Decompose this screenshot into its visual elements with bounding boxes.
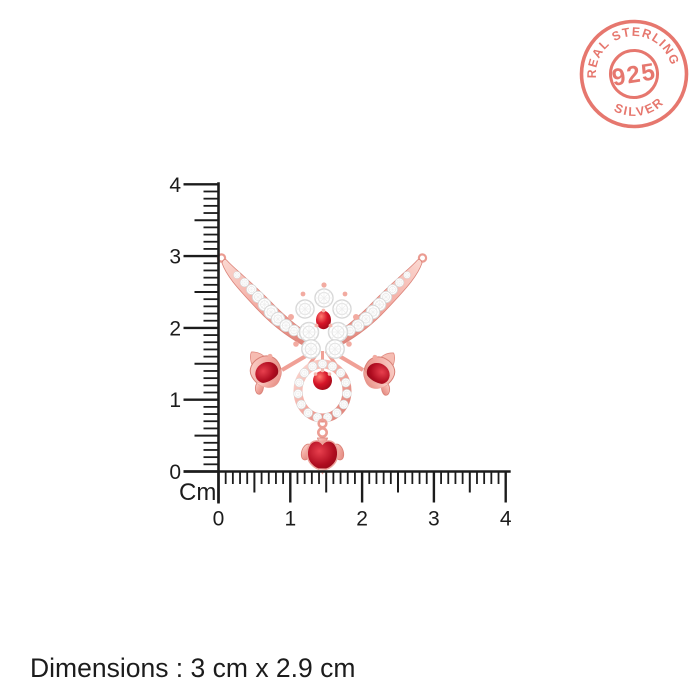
white-stone xyxy=(293,389,303,399)
wreath-red-stone xyxy=(313,371,332,390)
stone-wreath xyxy=(293,359,352,423)
h-ruler-label-3: 3 xyxy=(428,508,440,531)
right-chain-loop xyxy=(417,253,428,263)
v-ruler-label-1: 1 xyxy=(169,389,181,412)
white-stone xyxy=(303,408,313,418)
flower-red-stone xyxy=(316,310,331,330)
v-ruler-label-0: 0 xyxy=(169,461,181,484)
white-stone xyxy=(299,368,310,378)
white-stone xyxy=(332,408,342,418)
h-ruler-label-0: 0 xyxy=(213,508,225,531)
white-stone xyxy=(307,361,318,372)
stamp-inner-ring xyxy=(609,49,659,99)
v-ruler-label-4: 4 xyxy=(169,174,181,197)
v-ruler-label-3: 3 xyxy=(169,246,181,269)
pendant-left-arm xyxy=(216,253,311,346)
stamp-outer-ring xyxy=(579,19,689,129)
white-stone xyxy=(403,271,411,279)
tulip-drop xyxy=(300,418,345,475)
ruler-unit-label: Cm xyxy=(179,479,216,506)
centre-flower xyxy=(288,282,359,359)
white-stone xyxy=(317,359,328,369)
left-arm-stones xyxy=(233,271,307,340)
sterling-925-stamp: REAL STERLING SILVER 925 xyxy=(578,18,689,129)
white-stone xyxy=(233,271,241,279)
white-stone xyxy=(296,399,307,410)
drop-red-stone xyxy=(306,440,339,471)
pendant-right-arm xyxy=(333,253,428,346)
right-tulip xyxy=(363,352,396,396)
white-stone xyxy=(335,368,346,378)
white-stone xyxy=(394,277,405,288)
pendant-artwork xyxy=(216,253,428,475)
dimensions-caption: Dimensions : 3 cm x 2.9 cm xyxy=(30,653,355,683)
stamp-925-text: 925 xyxy=(610,58,658,92)
h-ruler-label-4: 4 xyxy=(500,508,512,531)
white-stone xyxy=(341,377,351,388)
right-tulip-red-stone xyxy=(366,362,390,385)
white-stone xyxy=(294,377,304,388)
left-tulip xyxy=(249,351,282,395)
h-ruler-label-1: 1 xyxy=(284,508,296,531)
cm-rulers: 0 1 2 3 4 0 1 2 3 4 xyxy=(169,174,512,531)
white-stone xyxy=(338,399,349,410)
left-tulip-red-stone xyxy=(255,361,279,384)
white-stone xyxy=(342,389,352,399)
white-stone xyxy=(239,277,250,288)
v-ruler-label-2: 2 xyxy=(169,317,181,340)
white-stone xyxy=(327,361,338,372)
h-ruler-label-2: 2 xyxy=(356,508,368,531)
